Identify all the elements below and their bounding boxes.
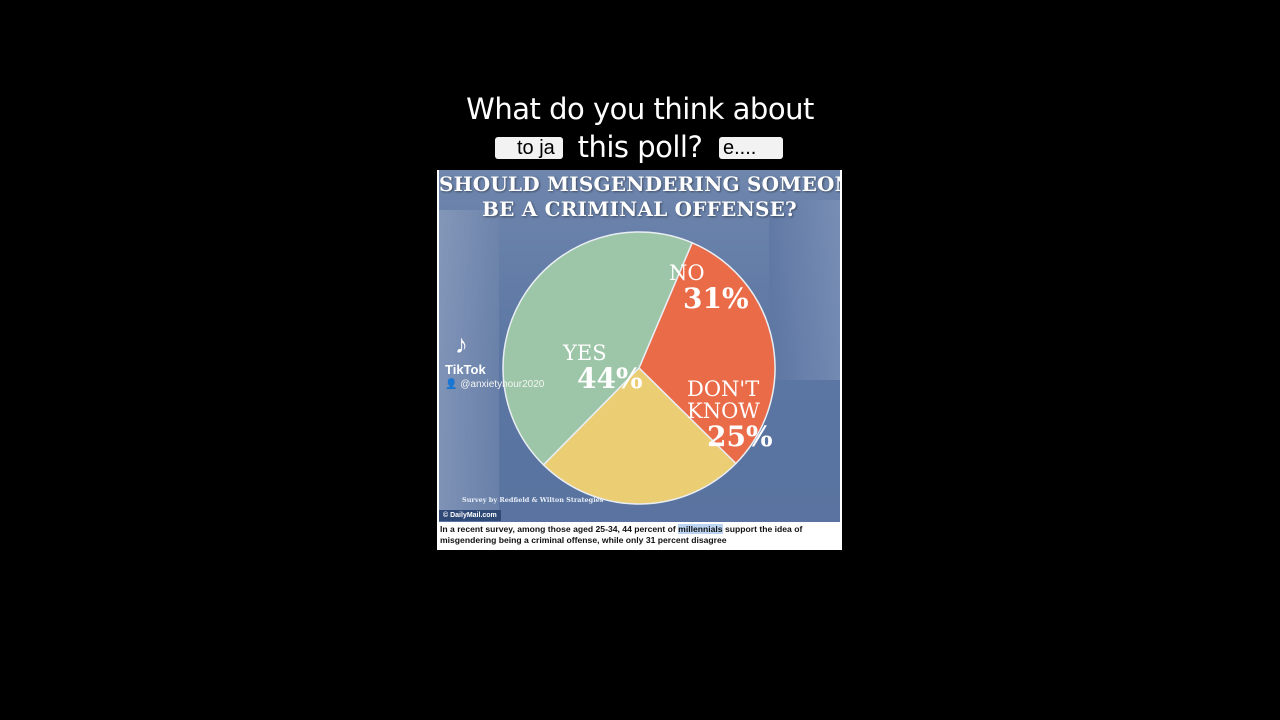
slice-label-no: NO	[669, 261, 705, 285]
slice-label-yes: YES	[562, 341, 607, 365]
slice-value-don-t-know: 25%	[707, 420, 773, 453]
chart-title-line1: SHOULD MISGENDERING SOMEONE	[439, 172, 840, 196]
tiktok-logo-icon: ♪	[455, 329, 468, 359]
description-highlight: millennials	[678, 524, 723, 534]
chart-title-line2: BE A CRIMINAL OFFENSE?	[482, 197, 797, 221]
background-building-left	[439, 210, 499, 510]
chart-title: SHOULD MISGENDERING SOMEONE BE A CRIMINA…	[439, 172, 840, 222]
poll-graphic: SHOULD MISGENDERING SOMEONE BE A CRIMINA…	[439, 170, 840, 522]
description-caption: In a recent survey, among those aged 25-…	[440, 524, 840, 546]
survey-source: Survey by Redfield & Wilton Strategies	[462, 496, 604, 504]
caption-fragment-right: e....	[719, 137, 783, 159]
credit-label: © DailyMail.com	[439, 510, 501, 521]
user-icon: 👤	[445, 379, 458, 390]
overlay-question-line2: this poll?	[577, 130, 703, 164]
background-building-right	[769, 200, 840, 380]
tiktok-username-text: @anxietyhour2020	[460, 379, 545, 390]
slice-value-no: 31%	[683, 282, 749, 315]
tiktok-brand: TikTok	[445, 362, 486, 377]
slice-label-don-t-know: DON'T	[687, 377, 759, 401]
slice-value-yes: 44%	[577, 362, 643, 395]
caption-fragment-left: to ja	[495, 137, 563, 159]
slice-label-don-t-know: KNOW	[687, 399, 760, 423]
pie-slice-yes	[502, 231, 694, 466]
poll-card: SHOULD MISGENDERING SOMEONE BE A CRIMINA…	[437, 170, 842, 550]
tiktok-username: 👤 @anxietyhour2020	[445, 379, 544, 390]
overlay-question-line1: What do you think about	[466, 92, 814, 126]
description-text-start: In a recent survey, among those aged 25-…	[440, 524, 679, 534]
description-text-end: support the idea of misgendering being a…	[440, 524, 803, 545]
pie-slice-no	[638, 241, 776, 465]
pie-slice-don-t-know	[542, 366, 737, 505]
